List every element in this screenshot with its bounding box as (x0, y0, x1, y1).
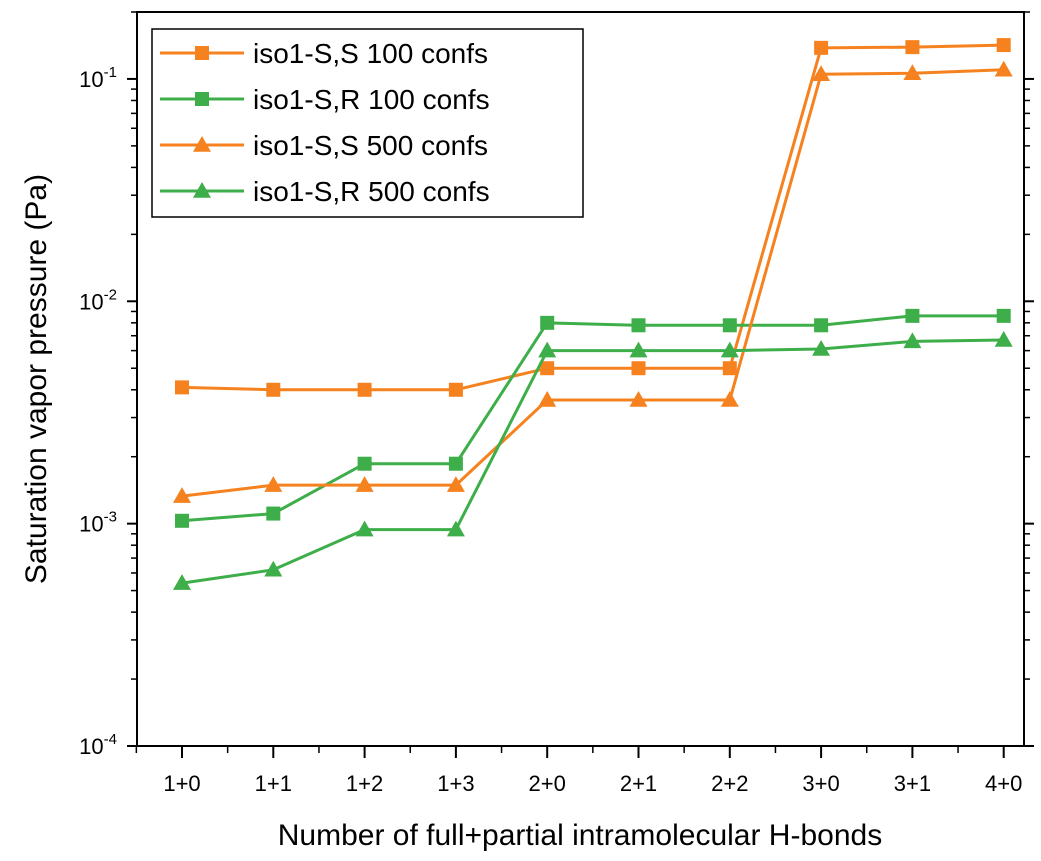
x-tick-label: 4+0 (985, 771, 1022, 796)
axes: 10-4 10-3 10-2 10-1 1+0 1+1 1+2 1+3 2+0 2+1 2+2 3+0… (20, 11, 1034, 852)
legend-marker (195, 92, 209, 106)
x-tick-label: 3+0 (802, 771, 839, 796)
y-tick-label: 10-3 (79, 509, 117, 537)
series-line (181, 338, 1004, 585)
x-tick-label: 1+1 (255, 771, 292, 796)
data-point (266, 506, 281, 521)
data-point (355, 520, 374, 537)
legend-item: iso1-S,S 100 confs (160, 38, 488, 69)
legend-marker (193, 136, 211, 152)
data-point (538, 341, 557, 358)
x-axis-title: Number of full+partial intramolecular H-… (278, 819, 882, 852)
legend-item: iso1-S,R 100 confs (160, 84, 490, 115)
x-tick-label: 1+3 (437, 771, 474, 796)
series-2 (175, 308, 1011, 528)
data-point (631, 318, 646, 333)
data-point (266, 382, 281, 397)
data-point (629, 390, 648, 407)
legend-label: iso1-S,R 500 confs (253, 176, 490, 207)
y-axis-title: Saturation vapor pressure (Pa) (20, 174, 53, 584)
x-tick-label: 1+0 (163, 771, 200, 796)
legend-label: iso1-S,S 500 confs (253, 130, 488, 161)
y-tick-label: 10-2 (79, 286, 117, 314)
plot-frame (136, 11, 1025, 747)
series-1 (175, 38, 1011, 397)
data-point (996, 38, 1011, 53)
data-point (448, 456, 463, 471)
data-point (631, 361, 646, 376)
data-point (996, 308, 1011, 323)
data-point (905, 40, 920, 55)
legend-item: iso1-S,S 500 confs (160, 130, 488, 161)
data-point (903, 64, 922, 81)
legend-box (151, 28, 584, 218)
data-point (814, 318, 829, 333)
x-tick-label: 2+1 (620, 771, 657, 796)
data-point (905, 308, 920, 323)
x-tick-label: 3+1 (894, 771, 931, 796)
legend-label: iso1-S,S 100 confs (253, 38, 488, 69)
legend-label: iso1-S,R 100 confs (253, 84, 490, 115)
series-line (181, 314, 1004, 523)
legend-marker (193, 182, 211, 198)
data-point (720, 390, 739, 407)
data-point (994, 60, 1013, 77)
data-point (446, 476, 465, 492)
data-point (903, 332, 922, 349)
series-3 (173, 60, 1013, 503)
legend-marker (195, 46, 209, 60)
series-line (181, 43, 1004, 392)
data-point (446, 520, 465, 537)
data-point (538, 390, 557, 407)
legend: iso1-S,S 100 confs iso1-S,R 100 confs iso1… (151, 28, 584, 218)
legend-item: iso1-S,R 500 confs (160, 176, 490, 207)
y-tick-label: 10-4 (79, 731, 117, 759)
data-point (357, 382, 372, 397)
x-tick-label: 2+0 (529, 771, 566, 796)
data-point (357, 456, 372, 471)
data-point (175, 513, 189, 528)
data-point (720, 341, 739, 358)
data-point (722, 361, 737, 376)
data-point (173, 574, 191, 590)
series-4 (173, 330, 1013, 590)
data-point (540, 361, 555, 376)
series-line (181, 68, 1004, 498)
data-point (722, 318, 737, 333)
y-tick-label: 10-1 (79, 64, 117, 92)
data-point (175, 380, 189, 395)
data-point (812, 340, 831, 356)
data-point (448, 382, 463, 397)
data-point (812, 65, 831, 81)
data-point (814, 40, 829, 55)
data-point (173, 487, 191, 503)
x-tick-label: 1+2 (346, 771, 383, 796)
data-point (264, 560, 283, 577)
data-point (264, 476, 283, 492)
data-point (540, 315, 555, 330)
plot-area (173, 38, 1013, 590)
data-point (994, 330, 1013, 347)
data-point (629, 341, 648, 358)
x-tick-label: 2+2 (711, 771, 748, 796)
data-point (355, 476, 374, 492)
